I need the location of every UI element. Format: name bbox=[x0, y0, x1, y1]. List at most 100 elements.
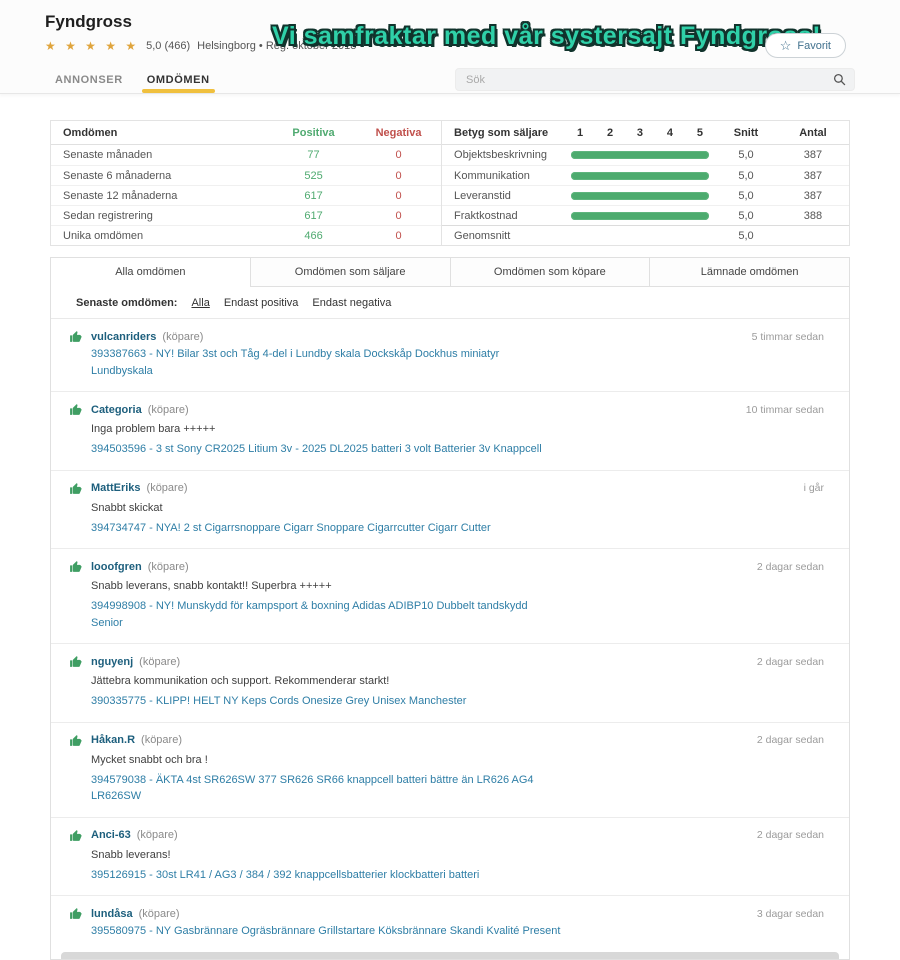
review-item: looofgren (köpare) 2 dagar sedan Snabb leve… bbox=[51, 548, 849, 643]
review-timestamp: 10 timmar sedan bbox=[745, 403, 824, 416]
search-input[interactable] bbox=[455, 68, 855, 91]
nav-tab-annonser[interactable]: ANNONSER bbox=[55, 73, 123, 86]
review-username[interactable]: Håkan.R bbox=[91, 734, 136, 746]
review-header: vulcanriders (köpare) 5 timmar sedan bbox=[69, 330, 824, 343]
favorite-label: Favorit bbox=[797, 39, 831, 52]
review-username[interactable]: Anci-63 bbox=[91, 829, 131, 841]
review-item-link[interactable]: 395126915 - 30st LR41 / AG3 / 384 / 392 … bbox=[91, 868, 480, 881]
review-username[interactable]: MattEriks bbox=[91, 482, 141, 494]
review-header: Categoria (köpare) 10 timmar sedan bbox=[69, 403, 824, 416]
review-counts-table: Omdömen Positiva Negativa Senaste månaden 77… bbox=[51, 121, 443, 245]
rating-bar-track bbox=[565, 151, 715, 159]
ratings-row-label: Fraktkostnad bbox=[454, 209, 518, 222]
review-username[interactable]: lundåsa bbox=[91, 907, 133, 920]
review-username[interactable]: vulcanriders bbox=[91, 330, 157, 343]
ratings-row-label: Objektsbeskrivning bbox=[454, 149, 547, 161]
review-item-link[interactable]: 393387663 - NY! Bilar 3st och Tåg 4-del … bbox=[91, 348, 500, 377]
ratings-row: Fraktkostnad 5,0 388 bbox=[442, 205, 849, 225]
scale-tick: 5 bbox=[696, 126, 703, 139]
favorite-button[interactable]: ☆ Favorit bbox=[764, 33, 846, 58]
rating-bar-fill bbox=[570, 171, 709, 180]
rating-scale: 1 2 3 4 5 bbox=[565, 127, 715, 139]
profile-nav: ANNONSER OMDÖMEN bbox=[0, 66, 900, 94]
review-timestamp: 2 dagar sedan bbox=[756, 829, 824, 841]
counts-row: Unika omdömen 466 0 bbox=[51, 225, 442, 245]
counts-header-row: Omdömen Positiva Negativa bbox=[51, 121, 442, 145]
review-header: MattEriks (köpare) i går bbox=[69, 482, 824, 495]
filter-option-endast-positiva[interactable]: Endast positiva bbox=[223, 297, 299, 309]
filter-option-alla[interactable]: Alla bbox=[191, 297, 210, 309]
review-timestamp: 2 dagar sedan bbox=[756, 655, 824, 668]
thumbs-up-icon bbox=[70, 561, 82, 572]
ratings-header-label: Betyg som säljare bbox=[454, 126, 549, 139]
review-item: Categoria (köpare) 10 timmar sedan Inga pro… bbox=[51, 391, 849, 470]
review-item: nguyenj (köpare) 2 dagar sedan Jättebra kom… bbox=[51, 643, 849, 722]
counts-row: Senaste 12 månaderna 617 0 bbox=[51, 185, 442, 205]
review-item-link[interactable]: 395580975 - NY Gasbrännare Ogräsbrännare… bbox=[91, 925, 561, 937]
snitt-header: Snitt bbox=[733, 126, 759, 139]
ratings-row: Objektsbeskrivning 5,0 387 bbox=[442, 145, 849, 165]
review-item-link[interactable]: 394734747 - NYA! 2 st Cigarrsnoppare Cig… bbox=[91, 521, 491, 534]
review-item: Anci-63 (köpare) 2 dagar sedan Snabb levera… bbox=[51, 816, 849, 896]
rating-bar-fill bbox=[570, 191, 709, 200]
search-icon[interactable] bbox=[833, 73, 846, 86]
profile-header: Fyndgross ★ ★ ★ ★ ★ 5,0 (466) Helsingbor… bbox=[0, 0, 900, 66]
review-role: (köpare) bbox=[162, 330, 204, 343]
review-role: (köpare) bbox=[141, 734, 182, 746]
review-header: Anci-63 (köpare) 2 dagar sedan bbox=[69, 829, 824, 842]
review-timestamp: 2 dagar sedan bbox=[756, 560, 824, 573]
rating-bar-track bbox=[565, 171, 715, 180]
review-tab-omdömen-som-köpare[interactable]: Omdömen som köpare bbox=[449, 258, 650, 287]
scale-tick: 4 bbox=[666, 126, 674, 139]
review-item: Håkan.R (köpare) 2 dagar sedan Mycket snabb… bbox=[51, 721, 849, 817]
positive-count: 77 bbox=[307, 149, 320, 161]
counts-row: Senaste månaden 77 0 bbox=[51, 145, 441, 165]
ratings-footer-label: Genomsnitt bbox=[454, 229, 511, 242]
snitt-value: 5,0 bbox=[738, 209, 754, 222]
review-tab-lämnade-omdömen[interactable]: Lämnade omdömen bbox=[649, 258, 849, 287]
counts-row-label: Senaste 6 månaderna bbox=[63, 169, 172, 182]
seller-rating-line: ★ ★ ★ ★ ★ 5,0 (466) Helsingborg • Reg. o… bbox=[45, 39, 900, 53]
reviews-card: Alla omdömen Omdömen som säljare Omdömen s… bbox=[50, 257, 850, 960]
review-item: vulcanriders (köpare) 5 timmar sedan 393387… bbox=[51, 319, 849, 391]
scale-tick: 2 bbox=[606, 126, 614, 139]
negative-header: Negativa bbox=[375, 126, 422, 139]
review-item: lundåsa (köpare) 3 dagar sedan 395580975 - … bbox=[51, 895, 849, 952]
review-username[interactable]: looofgren bbox=[91, 560, 142, 573]
counts-row: Sedan registrering 617 0 bbox=[51, 205, 442, 225]
ratings-row: Leveranstid 5,0 387 bbox=[442, 185, 849, 205]
negative-count: 0 bbox=[395, 209, 402, 222]
review-item: MattEriks (köpare) i går Snabbt skickat 3947… bbox=[51, 469, 849, 549]
ratings-header-row: Betyg som säljare 1 2 3 4 5 Snitt Antal bbox=[442, 121, 849, 145]
review-comment: Snabb leverans! bbox=[91, 848, 171, 861]
review-tab-omdömen-som-säljare[interactable]: Omdömen som säljare bbox=[249, 258, 450, 287]
review-role: (köpare) bbox=[139, 655, 181, 668]
search-box bbox=[455, 68, 855, 91]
review-item-link[interactable]: 390335775 - KLIPP! HELT NY Keps Cords On… bbox=[91, 695, 467, 707]
counts-row-label: Unika omdömen bbox=[63, 229, 144, 242]
rating-bar-fill bbox=[570, 151, 709, 159]
ratings-row-label: Kommunikation bbox=[454, 169, 530, 182]
filter-option-endast-negativa[interactable]: Endast negativa bbox=[312, 297, 392, 309]
ratings-row: Kommunikation 5,0 387 bbox=[442, 165, 849, 185]
profile-content: Omdömen Positiva Negativa Senaste månaden 77… bbox=[0, 94, 900, 960]
review-username[interactable]: Categoria bbox=[91, 403, 142, 416]
snitt-average: 5,0 bbox=[738, 229, 754, 242]
review-username[interactable]: nguyenj bbox=[91, 655, 134, 668]
review-comment: Jättebra kommunikation och support. Reko… bbox=[91, 675, 390, 687]
review-item-link[interactable]: 394579038 - ÄKTA 4st SR626SW 377 SR626 S… bbox=[91, 773, 534, 803]
negative-count: 0 bbox=[395, 149, 402, 161]
nav-tabs: ANNONSER OMDÖMEN bbox=[55, 66, 900, 93]
review-role: (köpare) bbox=[136, 829, 178, 841]
review-item-link[interactable]: 394998908 - NY! Munskydd för kampsport &… bbox=[91, 600, 528, 629]
rating-bar-track bbox=[565, 191, 715, 200]
review-tab-alla-omdömen[interactable]: Alla omdömen bbox=[51, 258, 250, 287]
review-item-link[interactable]: 394503596 - 3 st Sony CR2025 Litium 3v -… bbox=[91, 443, 542, 455]
review-role: (köpare) bbox=[146, 482, 188, 494]
nav-tab-omdömen[interactable]: OMDÖMEN bbox=[141, 66, 215, 93]
review-comment: Inga problem bara +++++ bbox=[91, 423, 216, 435]
review-list: vulcanriders (köpare) 5 timmar sedan 393387… bbox=[51, 319, 849, 952]
negative-count: 0 bbox=[395, 189, 402, 202]
antal-value: 387 bbox=[803, 169, 823, 182]
review-timestamp: i går bbox=[803, 482, 824, 494]
